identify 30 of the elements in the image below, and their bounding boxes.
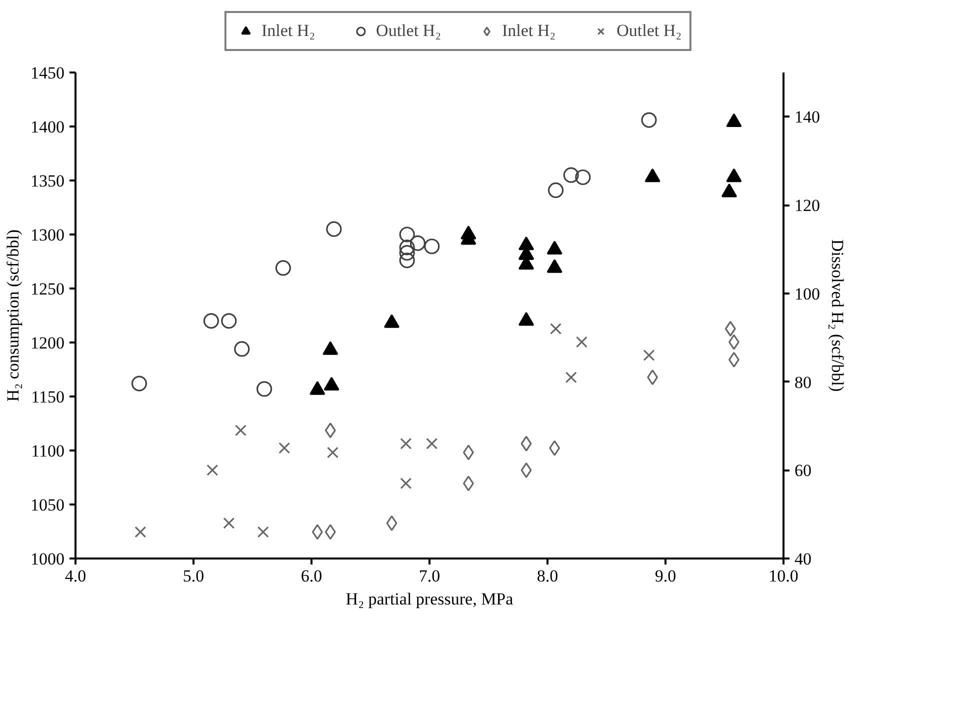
legend-label: Outlet H₂ bbox=[616, 21, 682, 41]
y2-tick-label: 80 bbox=[794, 372, 812, 392]
y2-axis-title: Dissolved H₂ (scf/bbl) bbox=[828, 239, 847, 392]
y-tick-label: 1200 bbox=[30, 334, 64, 352]
y-tick-label: 1050 bbox=[30, 496, 64, 514]
y-tick-label: 1300 bbox=[30, 226, 64, 244]
x-tick-label: 4.0 bbox=[64, 566, 86, 586]
y2-tick-label: 120 bbox=[794, 196, 820, 216]
x-tick-label: 8.0 bbox=[536, 566, 558, 586]
legend-label: Inlet H₂ bbox=[502, 21, 556, 41]
legend-label: Inlet H₂ bbox=[261, 21, 316, 41]
y2-tick-label: 40 bbox=[794, 550, 812, 568]
y-tick-label: 1350 bbox=[30, 172, 64, 190]
x-axis-title: H₂ partial pressure, MPa bbox=[346, 590, 514, 608]
y2-tick-label: 60 bbox=[794, 461, 812, 480]
y2-tick-label: 100 bbox=[794, 284, 820, 304]
x-tick-label: 10.0 bbox=[768, 566, 798, 586]
x-tick-label: 6.0 bbox=[300, 566, 322, 586]
legend-label: Outlet H₂ bbox=[376, 21, 441, 41]
y-tick-label: 1450 bbox=[30, 64, 64, 82]
y-tick-label: 1100 bbox=[31, 442, 65, 460]
y-tick-label: 1150 bbox=[31, 388, 65, 406]
y2-tick-label: 140 bbox=[794, 108, 820, 127]
x-tick-label: 9.0 bbox=[654, 566, 676, 586]
y-tick-label: 1400 bbox=[30, 118, 64, 136]
y-axis-title: H₂ consumption (scf/bbl) bbox=[4, 229, 22, 402]
y-tick-label: 1000 bbox=[30, 550, 64, 568]
y-tick-label: 1250 bbox=[30, 280, 64, 298]
x-tick-label: 5.0 bbox=[182, 566, 204, 586]
x-tick-label: 7.0 bbox=[418, 566, 440, 586]
